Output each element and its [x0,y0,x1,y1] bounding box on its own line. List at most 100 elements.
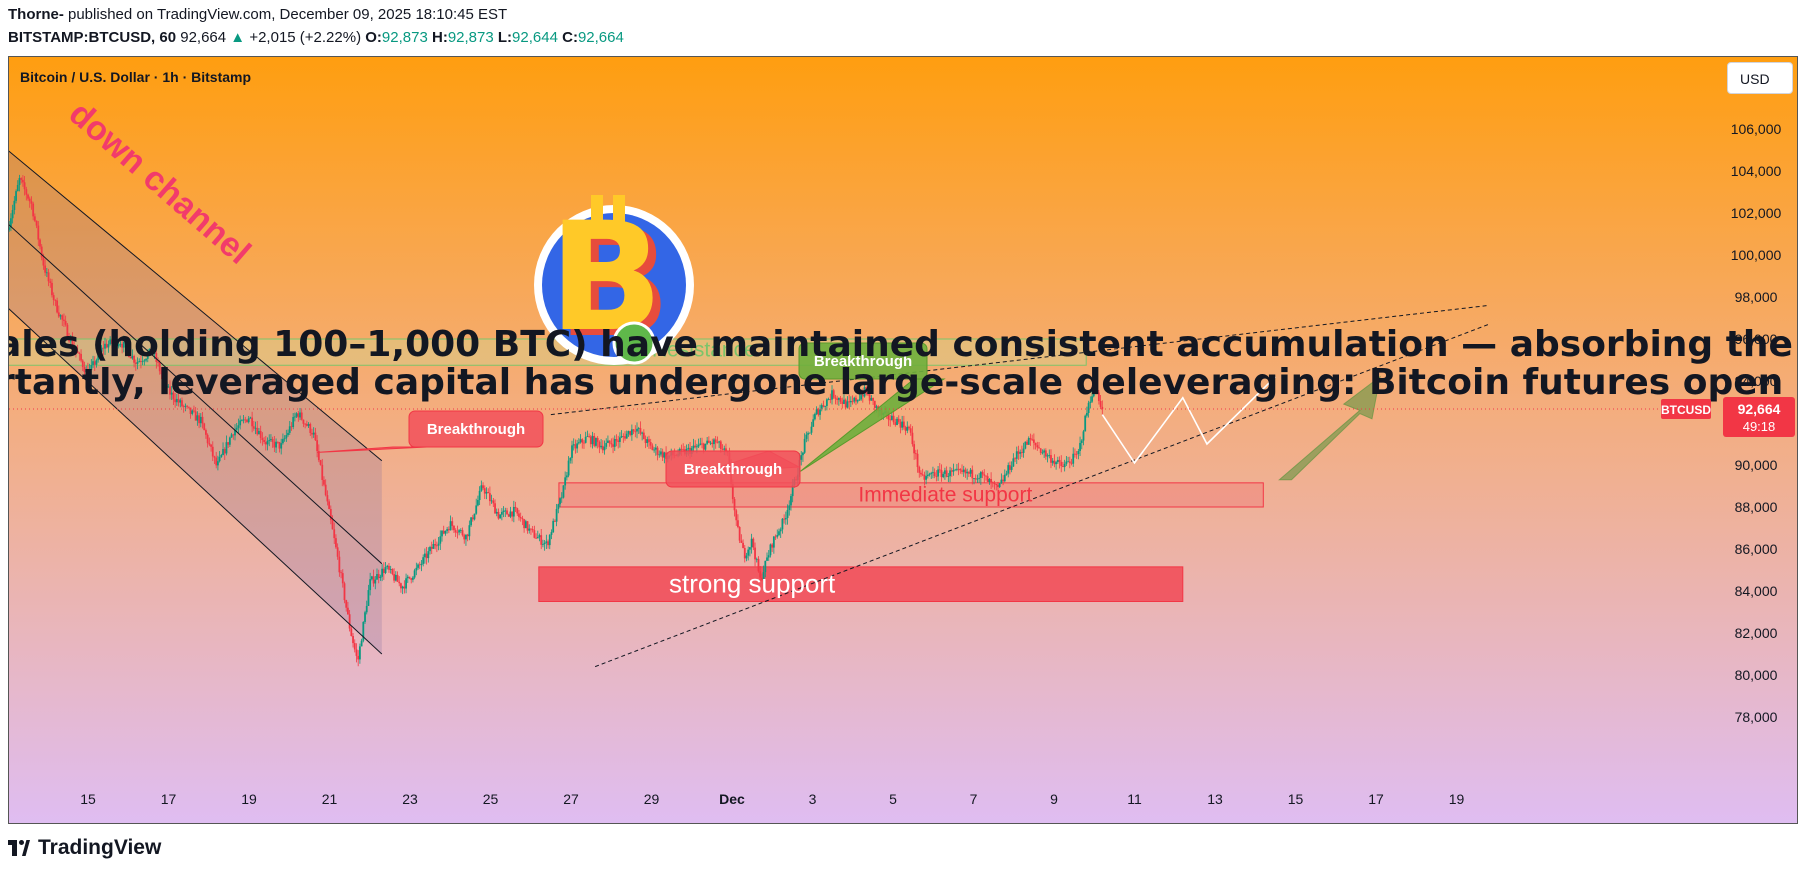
candle-body [179,400,182,403]
candle-body [35,220,38,226]
candle-body [49,281,52,283]
price-tag-countdown: 49:18 [1743,419,1776,434]
candle-body [1027,438,1030,445]
candle-body [160,371,163,375]
strong-support-zone[interactable] [538,566,1184,603]
y-tick-label: 102,000 [1731,205,1782,221]
candle-body [887,412,890,420]
candle-body [69,338,72,342]
candle-body [938,469,941,471]
candle-body [812,419,815,427]
candle-body [37,225,40,240]
high-value: 92,873 [447,29,494,46]
currency-button[interactable]: USD [1727,62,1793,94]
candle-body [51,282,53,296]
candle-body [574,444,577,449]
candle-body [1097,392,1100,402]
candle-body [494,503,496,514]
candle-body [967,471,970,474]
y-tick-label: 106,000 [1731,121,1782,137]
candle-body [126,343,129,350]
candle-body [718,441,721,443]
candle-body [571,445,573,458]
candle-body [512,506,515,517]
breakthrough-callout-3[interactable]: Breakthrough [665,450,801,488]
chart-canvas[interactable]: Breakthrough Breakthrough Breakthrough Resi… [9,57,1798,824]
candle-body [355,649,358,656]
candle-body [851,401,854,402]
candle-body [16,184,19,192]
candle-body [485,492,488,494]
projection-path[interactable] [1101,376,1276,465]
candle-body [737,520,739,527]
candle-body [709,442,712,444]
candle-body [324,484,327,496]
channel-line-lower[interactable] [9,308,383,655]
candle-body [218,456,221,462]
candle-body [1010,466,1013,470]
candle-body [584,436,587,443]
candle-body [345,600,348,608]
candle-body [157,361,159,363]
candle-body [468,525,471,537]
candle-body [624,436,626,439]
candle-body [506,510,508,515]
chart-background [9,57,1797,823]
candle-body [829,399,832,400]
y-tick-label: 94,000 [1735,373,1778,389]
candle-body [523,519,526,529]
ohlc-legend: BITSTAMP:BTCUSD, 60 92,664 ▲ +2,015 (+2.… [8,29,624,46]
candle-body [937,469,939,477]
candle-body [105,343,108,348]
immediate-support-zone[interactable] [558,482,1264,508]
resistance-trendline[interactable] [550,304,1489,416]
candle-body [627,431,630,434]
candle-body [341,573,344,584]
channel-line-middle[interactable] [9,224,383,565]
x-tick-label: 5 [889,791,897,807]
candle-body [707,440,710,443]
brand-name[interactable]: TradingView [38,836,162,859]
candle-body [146,353,149,359]
candle-body [473,513,476,520]
candle-body [235,427,238,430]
candle-body [170,392,173,395]
price-axis[interactable]: 78,000 80,000 82,000 84,000 86,000 88,000 90,0… [1661,121,1795,725]
candle-body [1082,431,1085,441]
close-value: 92,664 [577,29,624,46]
candle-body [63,319,65,321]
candle-body [288,426,291,433]
support-trendline[interactable] [594,323,1489,668]
time-axis[interactable]: 15 17 19 21 23 25 27 29 Dec 3 5 7 9 11 13 15 17 19 [80,791,1464,807]
candle-body [745,555,748,559]
candle-body [225,442,228,454]
breakthrough-callout-2[interactable]: Breakthrough [798,342,946,472]
candle-body [129,356,132,359]
candle-body [680,448,683,450]
candle-body [389,568,392,570]
author-name[interactable]: Thorne- [8,6,64,23]
x-tick-label: 21 [322,791,338,807]
candle-body [1055,462,1058,465]
candle-body [75,348,77,352]
candle-body [282,439,284,444]
candle-body [427,551,430,559]
candle-body [136,362,139,364]
candle-body [997,485,999,488]
candle-body [719,441,722,449]
x-tick-label: 17 [1368,791,1384,807]
candle-body [444,530,447,534]
candle-body [735,510,738,521]
candle-body [986,476,989,482]
breakthrough-callout-1[interactable]: Breakthrough [317,410,544,453]
chart-pane[interactable]: Breakthrough Breakthrough Breakthrough Resi… [8,56,1798,824]
candle-body [394,574,397,581]
channel-line-upper[interactable] [9,150,383,462]
high-label: H: [431,29,448,46]
candle-body [23,182,26,190]
candle-body [242,419,245,421]
candle-body [1041,452,1044,454]
logo-disc [542,213,686,357]
candle-body [990,479,993,483]
candle-body [174,399,177,403]
